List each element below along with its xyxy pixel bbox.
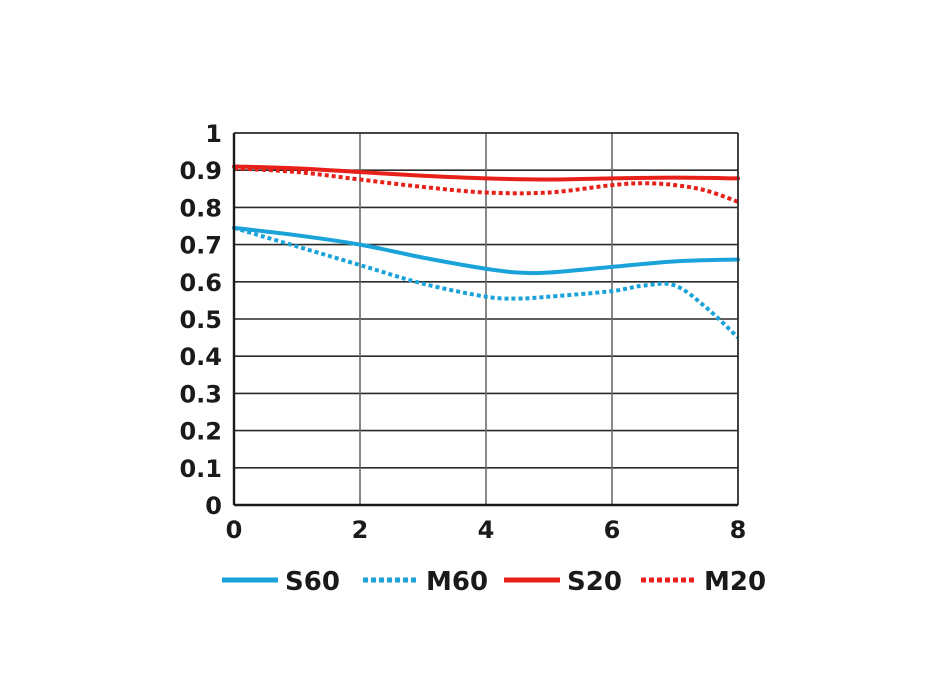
x-tick-label: 6 xyxy=(604,516,621,544)
y-tick-label: 1 xyxy=(205,120,222,148)
x-tick-label: 0 xyxy=(226,516,243,544)
legend-label-s20: S20 xyxy=(567,567,622,597)
legend-label-m60: M60 xyxy=(426,567,488,597)
y-tick-label: 0 xyxy=(205,492,222,520)
series-lines xyxy=(232,164,740,340)
y-tick-label: 0.6 xyxy=(179,269,222,297)
y-tick-label: 0.1 xyxy=(179,455,222,483)
plot-frame xyxy=(232,132,739,507)
y-tick-label: 0.5 xyxy=(179,306,222,334)
y-tick-label: 0.8 xyxy=(179,194,222,222)
x-tick-label: 4 xyxy=(478,516,495,544)
y-tick-label: 0.9 xyxy=(179,157,222,185)
legend-label-s60: S60 xyxy=(285,567,340,597)
legend-label-m20: M20 xyxy=(704,567,766,597)
series-line-s60 xyxy=(232,225,740,276)
x-axis-tick-labels: 0 2 4 6 8 xyxy=(226,516,747,544)
x-tick-label: 8 xyxy=(730,516,747,544)
x-tick-label: 2 xyxy=(352,516,369,544)
series-line-m20 xyxy=(233,166,739,204)
y-tick-label: 0.4 xyxy=(179,343,222,371)
y-tick-label: 0.3 xyxy=(179,380,222,408)
series-line-s20 xyxy=(232,164,740,182)
y-tick-label: 0.7 xyxy=(179,232,222,260)
legend: S60 M60 S20 M20 xyxy=(222,567,766,597)
grid xyxy=(233,132,739,506)
y-axis-tick-labels: 0 0.1 0.2 0.3 0.4 0.5 0.6 0.7 0.8 0.9 1 xyxy=(179,120,222,520)
y-tick-label: 0.2 xyxy=(179,418,222,446)
series-line-m60 xyxy=(233,225,740,340)
